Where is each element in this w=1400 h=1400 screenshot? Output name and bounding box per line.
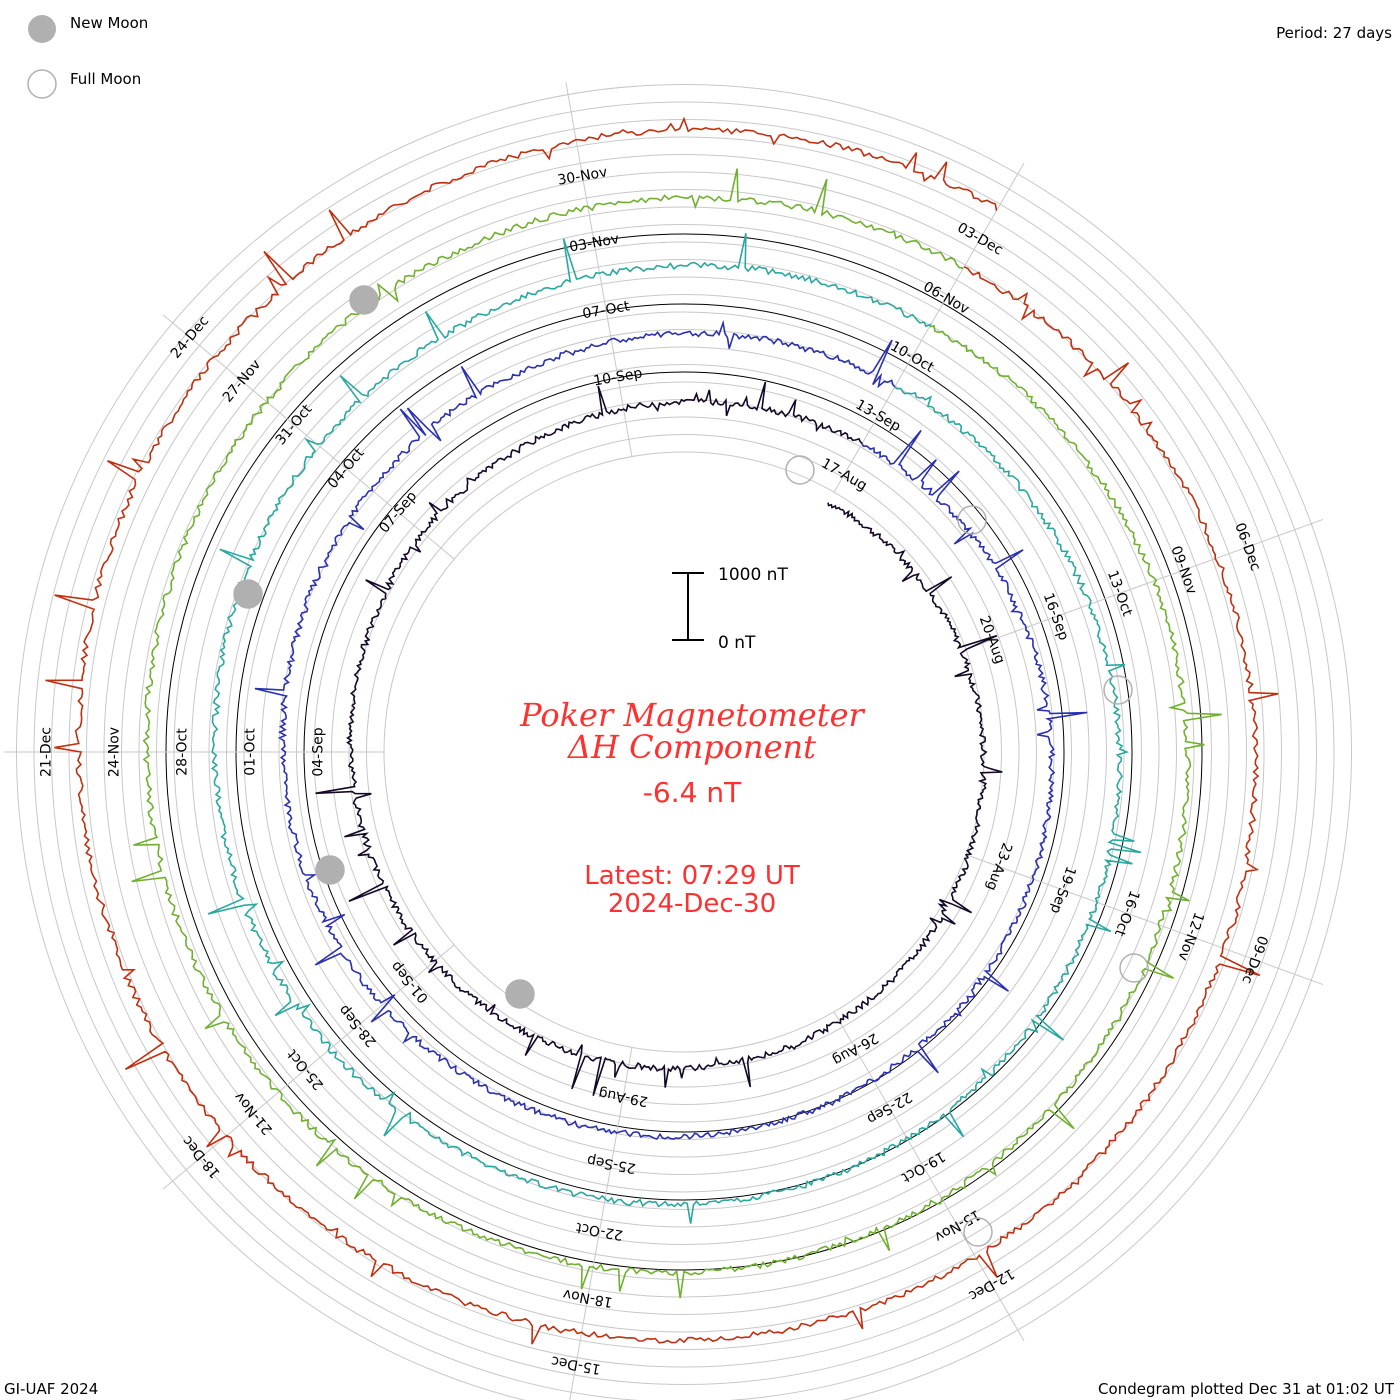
scale-bar (672, 572, 704, 641)
full-moon-label: Full Moon (70, 70, 141, 88)
date-tick-label: 27-Nov (220, 357, 265, 406)
moon-markers (233, 285, 1149, 1247)
date-tick-label: 09-Dec (1238, 933, 1270, 985)
date-tick-label: 17-Aug (818, 455, 869, 494)
date-tick-label: 10-Sep (592, 365, 643, 389)
date-tick-label: 25-Sep (586, 1152, 637, 1176)
footer-plotted: Condegram plotted Dec 31 at 01:02 UT (1098, 1380, 1395, 1398)
scale-bottom-label: 0 nT (718, 633, 756, 653)
date-tick-label: 15-Nov (932, 1206, 983, 1245)
scale-top-label: 1000 nT (718, 565, 788, 585)
date-tick-label: 29-Aug (597, 1085, 649, 1109)
full-moon-marker (1103, 675, 1133, 705)
new-moon-marker (315, 855, 345, 885)
trace-series-1 (315, 381, 1003, 1096)
full-moon-icon (27, 69, 57, 99)
current-value: -6.4 nT (643, 776, 742, 809)
date-tick-label: 01-Oct (243, 728, 259, 776)
trace-series-2 (254, 319, 1088, 1140)
grid-spoke (965, 854, 1324, 986)
new-moon-label: New Moon (70, 14, 148, 32)
date-tick-label: 06-Dec (1231, 521, 1263, 573)
new-moon-marker (505, 979, 535, 1009)
date-tick-label: 12-Nov (1174, 910, 1206, 963)
date-tick-label: 19-Sep (1047, 864, 1079, 916)
date-tick-label: 28-Oct (175, 728, 191, 776)
data-traces (45, 116, 1279, 1345)
date-tick-label: 18-Dec (179, 1132, 223, 1181)
date-tick-label: 15-Dec (550, 1353, 602, 1377)
full-moon-marker (957, 505, 987, 535)
grid-spoke (965, 518, 1324, 650)
new-moon-marker (349, 285, 379, 315)
grid-spoke (565, 82, 633, 457)
chart-subtitle: ΔH Component (566, 728, 816, 766)
date-tick-label: 21-Nov (231, 1089, 276, 1138)
date-tick-label: 04-Sep (311, 727, 327, 776)
new-moon-icon (28, 15, 56, 43)
date-tick-label: 18-Nov (562, 1286, 614, 1310)
date-tick-label: 24-Nov (107, 727, 123, 777)
date-tick-label: 13-Oct (1104, 568, 1135, 619)
full-moon-marker (1119, 953, 1149, 983)
trace-series-5 (45, 116, 1279, 1345)
date-tick-label: 25-Oct (284, 1046, 327, 1093)
latest-time: Latest: 07:29 UT (584, 861, 800, 891)
latest-date: 2024-Dec-30 (608, 889, 776, 919)
date-tick-label: 21-Dec (39, 727, 55, 777)
date-tick-label: 07-Sep (376, 488, 420, 536)
date-tick-label: 13-Sep (853, 397, 904, 436)
date-tick-label: 20-Aug (976, 614, 1008, 666)
date-tick-label: 16-Oct (1111, 888, 1142, 939)
full-moon-marker (963, 1217, 993, 1247)
date-tick-label: 19-Oct (898, 1148, 948, 1186)
trace-series-3 (207, 233, 1142, 1224)
grid-spoke (569, 1047, 633, 1400)
full-moon-marker (785, 455, 815, 485)
date-tick-label: 09-Nov (1167, 544, 1199, 597)
date-tick-label: 26-Aug (830, 1029, 881, 1068)
date-tick-label: 04-Oct (325, 445, 368, 492)
grid-spoke (833, 1011, 1025, 1342)
period-label: Period: 27 days (1276, 24, 1392, 42)
new-moon-marker (233, 579, 263, 609)
grid-spoke (162, 314, 455, 560)
chart-title: Poker Magnetometer (519, 696, 865, 734)
footer-credit: GI-UAF 2024 (4, 1380, 98, 1398)
chart-spokes (4, 82, 1324, 1400)
grid-spoke (162, 944, 455, 1190)
grid-spoke (833, 162, 1025, 493)
trace-series-4 (131, 168, 1222, 1299)
date-tick-labels: 17-Aug20-Aug23-Aug26-Aug29-Aug01-Sep04-S… (39, 164, 1271, 1377)
date-tick-label: 16-Sep (1040, 591, 1072, 643)
date-tick-label: 30-Nov (556, 164, 608, 188)
date-tick-label: 03-Nov (568, 231, 620, 255)
